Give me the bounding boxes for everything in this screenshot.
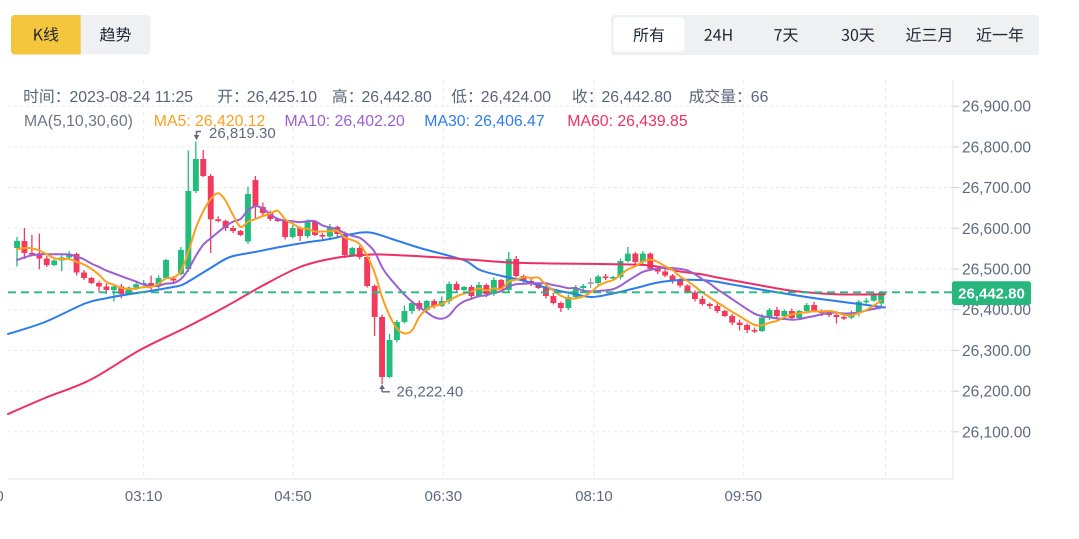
svg-text:08:10: 08:10 xyxy=(575,488,613,505)
svg-text:MA30: 26,406.47: MA30: 26,406.47 xyxy=(424,113,544,130)
svg-text:03:10: 03:10 xyxy=(125,488,163,505)
svg-text:26,442.80: 26,442.80 xyxy=(602,89,672,106)
svg-text:MA60: 26,439.85: MA60: 26,439.85 xyxy=(567,113,688,130)
svg-text:26,442.80: 26,442.80 xyxy=(958,286,1025,303)
svg-text:26,442.80: 26,442.80 xyxy=(362,89,432,106)
svg-text:26,800.00: 26,800.00 xyxy=(962,139,1031,156)
svg-text:09:50: 09:50 xyxy=(725,488,763,505)
svg-text:MA10: 26,402.20: MA10: 26,402.20 xyxy=(285,113,406,130)
svg-text:26,425.10: 26,425.10 xyxy=(247,89,317,106)
svg-text:04:50: 04:50 xyxy=(274,488,312,505)
svg-text:26,819.30: 26,819.30 xyxy=(209,125,276,142)
svg-text:01:30: 01:30 xyxy=(0,488,4,505)
svg-text:06:30: 06:30 xyxy=(425,488,463,505)
svg-text:26,200.00: 26,200.00 xyxy=(962,384,1031,401)
svg-text:26,700.00: 26,700.00 xyxy=(962,180,1031,197)
svg-text:26,222.40: 26,222.40 xyxy=(397,383,464,400)
svg-text:26,900.00: 26,900.00 xyxy=(962,99,1031,116)
svg-text:MA5: 26,420.12: MA5: 26,420.12 xyxy=(154,113,266,130)
svg-text:MA(5,10,30,60): MA(5,10,30,60) xyxy=(24,113,133,130)
svg-text:26,400.00: 26,400.00 xyxy=(962,302,1031,319)
svg-text:26,500.00: 26,500.00 xyxy=(962,262,1031,279)
svg-text:2023-08-24 11:25: 2023-08-24 11:25 xyxy=(70,89,194,106)
svg-text:66: 66 xyxy=(751,89,769,106)
svg-text:26,300.00: 26,300.00 xyxy=(962,343,1031,360)
svg-text:26,100.00: 26,100.00 xyxy=(962,424,1031,441)
svg-text:26,600.00: 26,600.00 xyxy=(962,221,1031,238)
svg-text:26,424.00: 26,424.00 xyxy=(481,89,551,106)
